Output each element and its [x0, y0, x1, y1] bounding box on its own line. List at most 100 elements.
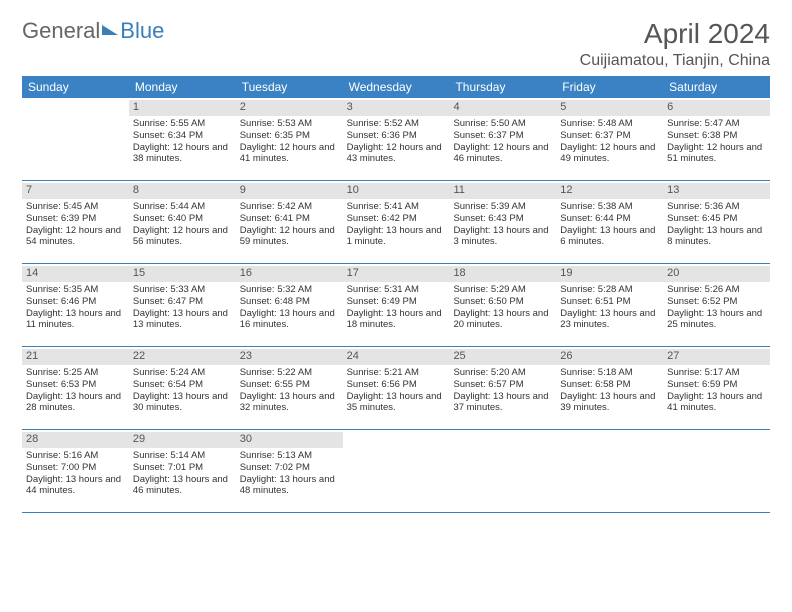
week-row: 21Sunrise: 5:25 AMSunset: 6:53 PMDayligh… — [22, 347, 770, 430]
day-number: 4 — [449, 100, 556, 116]
sunset-text: Sunset: 6:54 PM — [133, 379, 232, 391]
day-number: 30 — [236, 432, 343, 448]
day-number — [663, 432, 770, 434]
day-cell: 21Sunrise: 5:25 AMSunset: 6:53 PMDayligh… — [22, 347, 129, 429]
sunset-text: Sunset: 6:43 PM — [453, 213, 552, 225]
sunrise-text: Sunrise: 5:16 AM — [26, 450, 125, 462]
day-number: 9 — [236, 183, 343, 199]
sunrise-text: Sunrise: 5:31 AM — [347, 284, 446, 296]
sunset-text: Sunset: 6:49 PM — [347, 296, 446, 308]
day-number — [343, 432, 450, 434]
sunset-text: Sunset: 6:36 PM — [347, 130, 446, 142]
day-cell: 27Sunrise: 5:17 AMSunset: 6:59 PMDayligh… — [663, 347, 770, 429]
sunrise-text: Sunrise: 5:29 AM — [453, 284, 552, 296]
sunset-text: Sunset: 7:01 PM — [133, 462, 232, 474]
day-header: Sunday — [22, 76, 129, 98]
day-cell: 25Sunrise: 5:20 AMSunset: 6:57 PMDayligh… — [449, 347, 556, 429]
sunrise-text: Sunrise: 5:14 AM — [133, 450, 232, 462]
day-number: 20 — [663, 266, 770, 282]
sunrise-text: Sunrise: 5:32 AM — [240, 284, 339, 296]
logo-text-blue: Blue — [120, 18, 164, 44]
sunrise-text: Sunrise: 5:20 AM — [453, 367, 552, 379]
sunrise-text: Sunrise: 5:35 AM — [26, 284, 125, 296]
sunrise-text: Sunrise: 5:17 AM — [667, 367, 766, 379]
daylight-text: Daylight: 13 hours and 41 minutes. — [667, 391, 766, 415]
daylight-text: Daylight: 13 hours and 39 minutes. — [560, 391, 659, 415]
sunrise-text: Sunrise: 5:28 AM — [560, 284, 659, 296]
day-cell: 9Sunrise: 5:42 AMSunset: 6:41 PMDaylight… — [236, 181, 343, 263]
day-cell: 29 Sunrise: 5:14 AMSunset: 7:01 PMDayligh… — [129, 430, 236, 512]
day-number: 10 — [343, 183, 450, 199]
day-number: 15 — [129, 266, 236, 282]
day-number: 7 — [22, 183, 129, 199]
day-cell: 13Sunrise: 5:36 AMSunset: 6:45 PMDayligh… — [663, 181, 770, 263]
day-number — [556, 432, 663, 434]
day-number — [22, 100, 129, 102]
sunset-text: Sunset: 6:40 PM — [133, 213, 232, 225]
sunset-text: Sunset: 6:57 PM — [453, 379, 552, 391]
day-number: 28 — [22, 432, 129, 448]
daylight-text: Daylight: 12 hours and 56 minutes. — [133, 225, 232, 249]
sunset-text: Sunset: 6:51 PM — [560, 296, 659, 308]
day-header-row: Sunday Monday Tuesday Wednesday Thursday… — [22, 76, 770, 98]
sunrise-text: Sunrise: 5:22 AM — [240, 367, 339, 379]
day-number: 29 — [129, 432, 236, 448]
sunrise-text: Sunrise: 5:38 AM — [560, 201, 659, 213]
logo-text-gray: General — [22, 18, 100, 44]
sunset-text: Sunset: 6:50 PM — [453, 296, 552, 308]
day-cell: 20Sunrise: 5:26 AMSunset: 6:52 PMDayligh… — [663, 264, 770, 346]
sunset-text: Sunset: 6:58 PM — [560, 379, 659, 391]
sunrise-text: Sunrise: 5:26 AM — [667, 284, 766, 296]
day-number: 21 — [22, 349, 129, 365]
sunrise-text: Sunrise: 5:41 AM — [347, 201, 446, 213]
day-number: 22 — [129, 349, 236, 365]
sunrise-text: Sunrise: 5:25 AM — [26, 367, 125, 379]
sunrise-text: Sunrise: 5:36 AM — [667, 201, 766, 213]
sunset-text: Sunset: 6:44 PM — [560, 213, 659, 225]
sunrise-text: Sunrise: 5:44 AM — [133, 201, 232, 213]
daylight-text: Daylight: 13 hours and 11 minutes. — [26, 308, 125, 332]
day-header: Tuesday — [236, 76, 343, 98]
sunset-text: Sunset: 7:02 PM — [240, 462, 339, 474]
daylight-text: Daylight: 13 hours and 1 minute. — [347, 225, 446, 249]
daylight-text: Daylight: 12 hours and 49 minutes. — [560, 142, 659, 166]
sunset-text: Sunset: 6:39 PM — [26, 213, 125, 225]
sunset-text: Sunset: 6:41 PM — [240, 213, 339, 225]
day-cell: 14Sunrise: 5:35 AMSunset: 6:46 PMDayligh… — [22, 264, 129, 346]
day-number: 27 — [663, 349, 770, 365]
day-cell — [449, 430, 556, 512]
sunrise-text: Sunrise: 5:24 AM — [133, 367, 232, 379]
daylight-text: Daylight: 13 hours and 32 minutes. — [240, 391, 339, 415]
day-cell: 4Sunrise: 5:50 AMSunset: 6:37 PMDaylight… — [449, 98, 556, 180]
day-number: 6 — [663, 100, 770, 116]
sunrise-text: Sunrise: 5:21 AM — [347, 367, 446, 379]
sunset-text: Sunset: 6:52 PM — [667, 296, 766, 308]
daylight-text: Daylight: 12 hours and 54 minutes. — [26, 225, 125, 249]
day-header: Wednesday — [343, 76, 450, 98]
sunrise-text: Sunrise: 5:39 AM — [453, 201, 552, 213]
day-number: 1 — [129, 100, 236, 116]
sunset-text: Sunset: 6:37 PM — [453, 130, 552, 142]
sunset-text: Sunset: 6:46 PM — [26, 296, 125, 308]
day-cell — [556, 430, 663, 512]
daylight-text: Daylight: 13 hours and 13 minutes. — [133, 308, 232, 332]
sunset-text: Sunset: 6:38 PM — [667, 130, 766, 142]
sunrise-text: Sunrise: 5:55 AM — [133, 118, 232, 130]
day-cell: 17Sunrise: 5:31 AMSunset: 6:49 PMDayligh… — [343, 264, 450, 346]
day-number: 11 — [449, 183, 556, 199]
sunset-text: Sunset: 6:35 PM — [240, 130, 339, 142]
day-cell: 26Sunrise: 5:18 AMSunset: 6:58 PMDayligh… — [556, 347, 663, 429]
day-header: Monday — [129, 76, 236, 98]
week-row: 1Sunrise: 5:55 AMSunset: 6:34 PMDaylight… — [22, 98, 770, 181]
day-cell: 11Sunrise: 5:39 AMSunset: 6:43 PMDayligh… — [449, 181, 556, 263]
sunset-text: Sunset: 6:48 PM — [240, 296, 339, 308]
sunset-text: Sunset: 6:37 PM — [560, 130, 659, 142]
daylight-text: Daylight: 13 hours and 20 minutes. — [453, 308, 552, 332]
week-row: 7Sunrise: 5:45 AMSunset: 6:39 PMDaylight… — [22, 181, 770, 264]
day-number: 13 — [663, 183, 770, 199]
daylight-text: Daylight: 12 hours and 51 minutes. — [667, 142, 766, 166]
daylight-text: Daylight: 13 hours and 48 minutes. — [240, 474, 339, 498]
daylight-text: Daylight: 13 hours and 46 minutes. — [133, 474, 232, 498]
sunrise-text: Sunrise: 5:52 AM — [347, 118, 446, 130]
logo-triangle-icon — [102, 25, 118, 35]
